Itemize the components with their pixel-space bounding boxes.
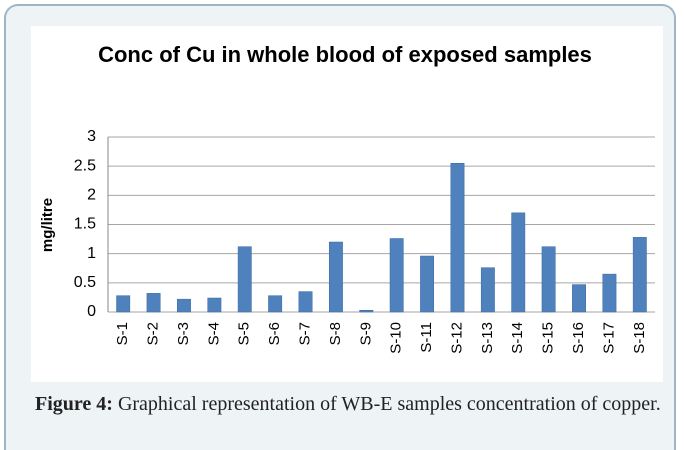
x-tick-label: S-10	[388, 322, 405, 354]
bar	[450, 163, 465, 313]
y-tick-label: 3	[87, 128, 96, 145]
x-tick-label: S-9	[357, 322, 374, 345]
bar	[237, 246, 252, 313]
x-tick-label: S-18	[631, 322, 648, 354]
x-tick-label: S-4	[205, 322, 222, 345]
chart-title: Conc of Cu in whole blood of exposed sam…	[98, 42, 592, 67]
bar	[572, 284, 586, 313]
x-tick-label: S-14	[509, 322, 526, 354]
caption-label: Figure 4:	[35, 393, 113, 415]
bar	[511, 212, 526, 313]
y-tick-label: 0.5	[74, 274, 96, 291]
bar	[541, 246, 556, 313]
x-tick-label: S-12	[448, 322, 465, 354]
x-tick-label: S-3	[175, 322, 192, 345]
x-tick-label: S-17	[600, 322, 617, 354]
x-tick-label: S-5	[236, 322, 253, 345]
bar	[480, 267, 495, 313]
bar	[420, 255, 435, 313]
bar	[177, 298, 191, 313]
chart: Conc of Cu in whole blood of exposed sam…	[31, 26, 663, 382]
caption-text: Graphical representation of WB-E samples…	[117, 393, 661, 415]
bar	[116, 295, 131, 313]
bar	[268, 295, 283, 313]
x-tick-label: S-13	[479, 322, 496, 354]
caption: Figure 4: Graphical representation of WB…	[35, 390, 667, 418]
x-tick-label: S-15	[540, 322, 557, 354]
x-tick-label: S-1	[114, 322, 131, 345]
bar	[298, 291, 313, 313]
bar	[207, 297, 222, 313]
y-tick-label: 2	[87, 187, 96, 204]
bar	[632, 237, 647, 313]
y-tick-label: 1	[87, 245, 96, 262]
x-tick-label: S-2	[145, 322, 162, 345]
y-tick-label: 1.5	[74, 216, 96, 233]
bar	[359, 310, 374, 313]
x-tick-label: S-7	[296, 322, 313, 345]
x-tick-label: S-8	[327, 322, 344, 345]
y-axis-label: mg/litre	[39, 198, 56, 252]
bar	[146, 293, 161, 313]
x-tick-label: S-11	[418, 322, 435, 353]
bar	[328, 241, 343, 313]
y-tick-label: 2.5	[74, 157, 96, 174]
x-tick-label: S-16	[570, 322, 587, 354]
bar	[602, 273, 617, 313]
x-tick-label: S-6	[266, 322, 283, 345]
bar	[389, 238, 404, 313]
y-tick-label: 0	[87, 303, 96, 320]
